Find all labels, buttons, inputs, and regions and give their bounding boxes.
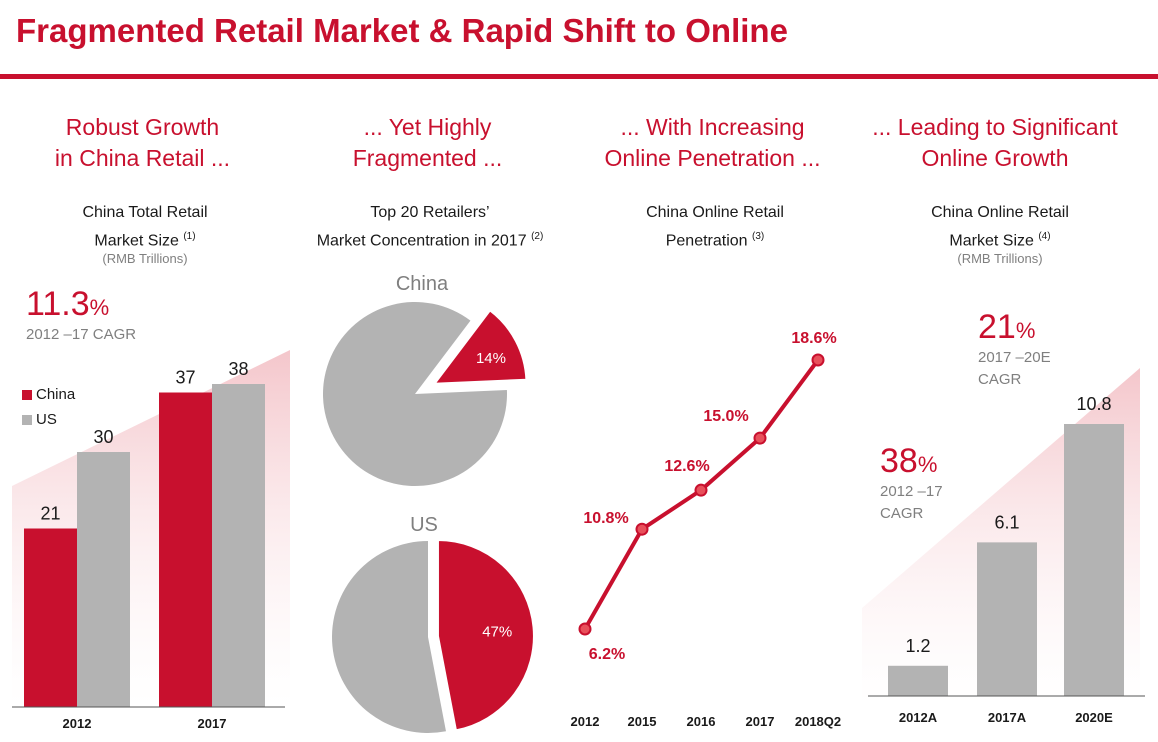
p4-bar-value-2017A: 6.1 — [994, 512, 1019, 532]
p3-x-tick-2017: 2017 — [746, 714, 775, 729]
title-divider — [0, 74, 1158, 79]
pie-china-slice-others — [323, 302, 507, 486]
panel4-heading: ... Leading to Significant Online Growth — [850, 112, 1140, 174]
p1-legend: China US — [22, 386, 75, 428]
p4-bar-2012A — [888, 665, 948, 696]
p4-bar-2017A — [977, 542, 1037, 696]
p4-x-tick-2017A: 2017A — [988, 710, 1027, 725]
p4-x-tick-2020E: 2020E — [1075, 710, 1113, 725]
p4-cagr2-pct: % — [917, 452, 938, 477]
legend-us-label: US — [36, 411, 57, 428]
p4-cagr1-pct: % — [1015, 318, 1036, 343]
p3-value-label-2018Q2: 18.6% — [791, 330, 836, 347]
p3-x-tick-2016: 2016 — [687, 714, 716, 729]
legend-china: China — [22, 386, 75, 403]
panel4-subtitle: China Online Retail Market Size (4) — [855, 201, 1145, 253]
panel3-subtitle: China Online Retail Penetration (3) — [570, 201, 860, 253]
p4-cagr2-label-line1: 2012 –17 — [880, 483, 943, 500]
panel2-subtitle-line1: Top 20 Retailers’ — [370, 204, 490, 221]
panel2-subtitle-line2: Market Concentration in 2017 — [316, 232, 527, 250]
pie-us-slice-top20 — [436, 539, 535, 732]
panel4-unit: (RMB Trillions) — [957, 251, 1043, 266]
p1-bar-value-china-2012: 21 — [40, 504, 60, 524]
p4-cagr1-label-line2: CAGR — [978, 371, 1022, 388]
p4-cagr2-label-line2: CAGR — [880, 505, 924, 522]
p1-bar-china-2012 — [24, 528, 77, 707]
p3-value-label-2016: 12.6% — [664, 458, 709, 475]
p3-value-label-2015: 10.8% — [583, 510, 628, 527]
p3-point-2015 — [635, 522, 649, 536]
legend-china-swatch — [22, 389, 32, 400]
panel2-subtitle: Top 20 Retailers’ Market Concentration i… — [285, 201, 575, 253]
p3-point-2017 — [753, 431, 767, 445]
p1-cagr-pct: % — [89, 295, 110, 320]
p3-value-label-2012: 6.2% — [589, 646, 625, 663]
panel3-subtitle-line1: China Online Retail — [646, 204, 784, 221]
panel4-footnote: (4) — [1038, 231, 1051, 242]
panel1-heading: Robust Growth in China Retail ... — [0, 112, 285, 174]
pie-china-pct-label: 14% — [476, 350, 506, 367]
pie-us-label: US — [410, 514, 438, 536]
panel1-footnote: (1) — [183, 231, 196, 242]
panel2-heading-line2: Fragmented ... — [352, 145, 503, 171]
panel3-heading-line2: Online Penetration ... — [604, 145, 821, 171]
panel2-heading: ... Yet Highly Fragmented ... — [285, 112, 570, 174]
panel4-subtitle-line2: Market Size — [949, 232, 1034, 250]
p4-bar-2020E — [1064, 424, 1124, 696]
pie-us-pct-label: 47% — [482, 623, 512, 640]
p1-bar-us-2017 — [212, 384, 265, 707]
panel1-subtitle-line2: Market Size — [94, 232, 179, 250]
panel1-heading-line2: in China Retail ... — [54, 145, 231, 171]
p4-cagr2-value: 38 — [880, 442, 918, 480]
p4-bar-value-2020E: 10.8 — [1076, 394, 1111, 414]
p3-point-2018Q2 — [811, 353, 825, 367]
p1-cagr-label: 2012 –17 CAGR — [26, 326, 137, 343]
p4-x-tick-2012A: 2012A — [899, 710, 938, 725]
panel3-subtitle-line2: Penetration — [665, 232, 748, 250]
legend-china-label: China — [36, 386, 76, 403]
p4-cagr1-label-line1: 2017 –20E — [978, 349, 1051, 366]
p1-x-tick-2012: 2012 — [63, 716, 92, 731]
legend-us: US — [22, 411, 75, 428]
p1-bar-china-2017 — [159, 392, 212, 707]
p1-cagr-value: 11.3 — [26, 285, 90, 323]
legend-us-swatch — [22, 414, 32, 425]
p1-bar-value-china-2017: 37 — [175, 368, 195, 388]
p4-bar-value-2012A: 1.2 — [905, 636, 930, 656]
p1-x-tick-2017: 2017 — [198, 716, 227, 731]
p4-cagr1-value: 21 — [978, 308, 1016, 346]
panel4-heading-line2: Online Growth — [921, 145, 1069, 171]
panel2-heading-line1: ... Yet Highly — [363, 114, 492, 140]
p4-cagr-2012-17: 38% 2012 –17 CAGR — [880, 442, 943, 525]
panel4-heading-line1: ... Leading to Significant — [872, 114, 1118, 140]
panel3-footnote: (3) — [752, 231, 765, 242]
pie-china-slice-top20 — [432, 308, 528, 385]
panel1-heading-line1: Robust Growth — [65, 114, 220, 140]
p3-x-tick-2018Q2: 2018Q2 — [795, 714, 841, 729]
p3-point-2016 — [694, 483, 708, 497]
p3-x-tick-2015: 2015 — [628, 714, 657, 729]
panel1-subtitle-line1: China Total Retail — [82, 204, 208, 221]
panel3-heading-line1: ... With Increasing — [620, 114, 805, 140]
panel1-unit: (RMB Trillions) — [102, 251, 188, 266]
p1-bar-us-2012 — [77, 452, 130, 707]
pie-china-label: China — [396, 273, 449, 295]
panel1-subtitle: China Total Retail Market Size (1) — [0, 201, 290, 253]
p1-cagr: 11.3% 2012 –17 CAGR — [26, 285, 136, 346]
panel2-footnote: (2) — [531, 231, 544, 242]
p3-value-label-2017: 15.0% — [703, 408, 748, 425]
page-title: Fragmented Retail Market & Rapid Shift t… — [16, 12, 788, 49]
p1-bar-value-us-2012: 30 — [93, 427, 113, 447]
p1-bar-value-us-2017: 38 — [228, 359, 248, 379]
p3-point-2012 — [578, 622, 592, 636]
panel3-heading: ... With Increasing Online Penetration .… — [570, 112, 855, 174]
p4-cagr-2017-20: 21% 2017 –20E CAGR — [978, 308, 1051, 391]
p3-x-tick-2012: 2012 — [571, 714, 600, 729]
panel4-subtitle-line1: China Online Retail — [931, 204, 1069, 221]
pie-us-slice-others — [331, 541, 446, 733]
